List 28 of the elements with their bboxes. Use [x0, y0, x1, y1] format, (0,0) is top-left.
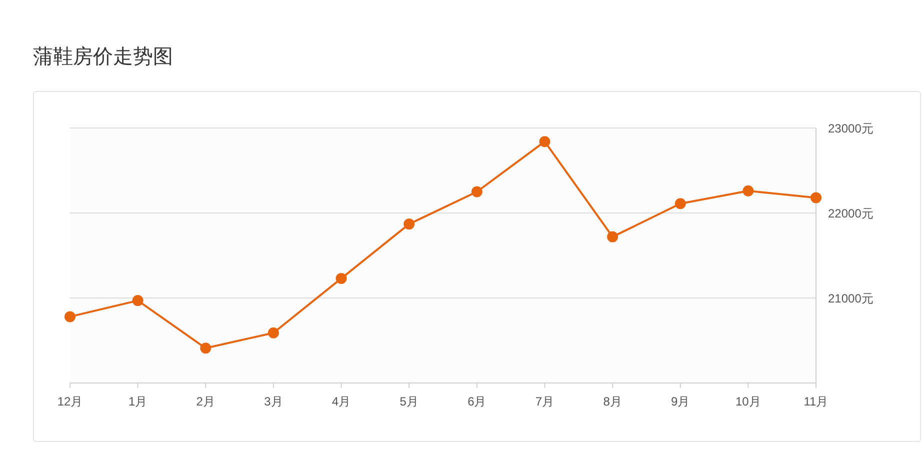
- chart-title: 蒲鞋房价走势图: [33, 45, 173, 70]
- y-tick-label: 22000元: [828, 206, 874, 220]
- point: [64, 311, 76, 322]
- x-tick-label: 6月: [468, 394, 486, 409]
- point: [539, 136, 550, 148]
- point: [471, 186, 482, 198]
- x-tick-label: 7月: [535, 394, 554, 409]
- point: [607, 231, 618, 242]
- point: [200, 342, 212, 354]
- x-tick-label: 10月: [736, 394, 761, 409]
- point: [404, 218, 415, 230]
- x-tick-label: 5月: [400, 394, 418, 409]
- y-tick-label: 23000元: [828, 121, 874, 136]
- point: [336, 272, 347, 284]
- point: [810, 192, 822, 204]
- point: [132, 295, 144, 306]
- point: [742, 185, 754, 196]
- x-tick-label: 12月: [57, 394, 83, 409]
- x-tick-label: 2月: [196, 394, 215, 409]
- y-tick-label: 21000元: [828, 291, 874, 306]
- x-tick-label: 4月: [332, 394, 351, 409]
- x-tick-label: 1月: [128, 394, 148, 409]
- point: [674, 198, 686, 210]
- x-tick-label: 8月: [603, 394, 622, 409]
- x-tick-label: 9月: [671, 394, 690, 409]
- x-tick-label: 11月: [804, 394, 828, 409]
- point: [268, 327, 279, 338]
- x-tick-label: 3月: [264, 394, 283, 409]
